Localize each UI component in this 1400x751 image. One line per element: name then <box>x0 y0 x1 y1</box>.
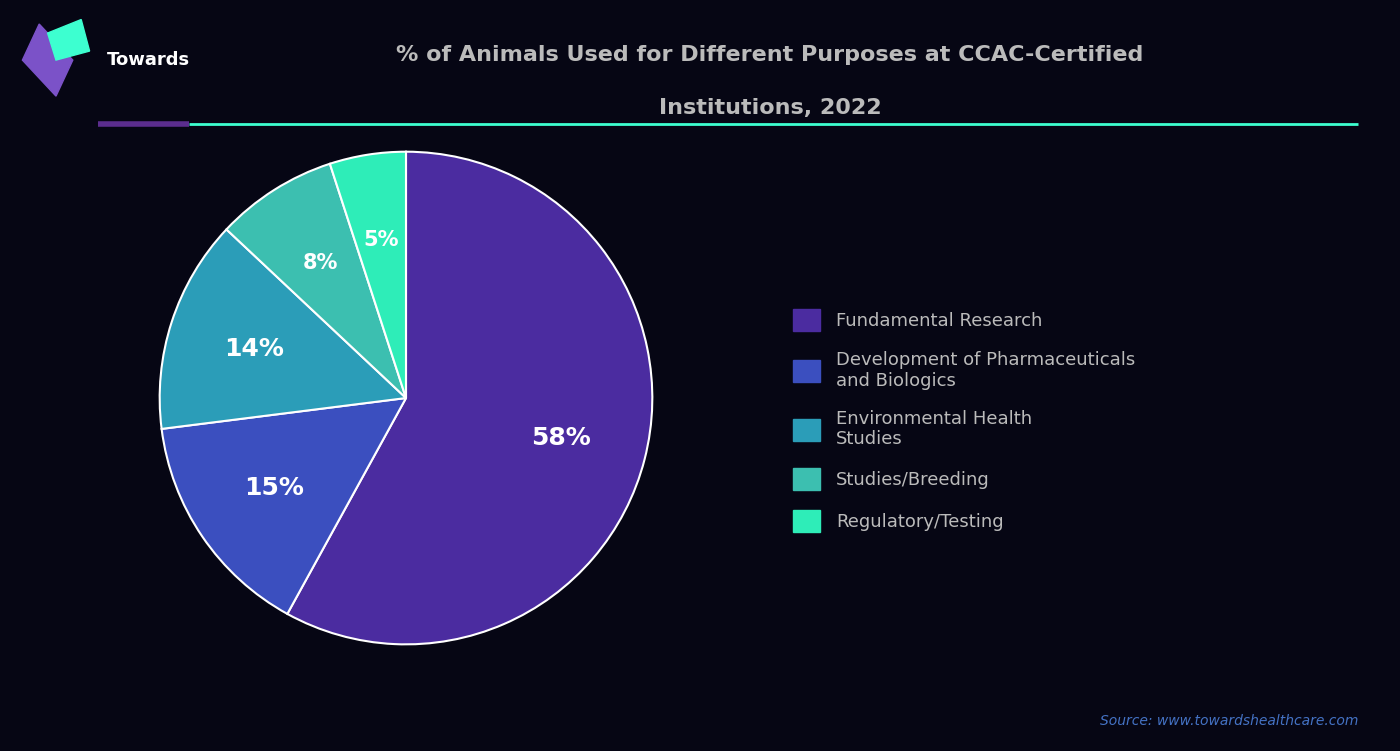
Text: Institutions, 2022: Institutions, 2022 <box>658 98 882 118</box>
Wedge shape <box>227 164 406 398</box>
Text: Towards: Towards <box>106 51 189 69</box>
Wedge shape <box>330 152 406 398</box>
Wedge shape <box>287 152 652 644</box>
Legend: Fundamental Research, Development of Pharmaceuticals
and Biologics, Environmenta: Fundamental Research, Development of Pha… <box>792 309 1135 532</box>
Text: 14%: 14% <box>224 336 284 360</box>
Polygon shape <box>22 24 73 96</box>
Text: % of Animals Used for Different Purposes at CCAC-Certified: % of Animals Used for Different Purposes… <box>396 45 1144 65</box>
Polygon shape <box>48 20 90 60</box>
Text: 8%: 8% <box>302 253 337 273</box>
Text: 58%: 58% <box>531 426 591 450</box>
Text: 15%: 15% <box>244 476 304 500</box>
Text: 5%: 5% <box>363 230 399 250</box>
Text: Source: www.towardshealthcare.com: Source: www.towardshealthcare.com <box>1099 714 1358 728</box>
Wedge shape <box>160 229 406 429</box>
Wedge shape <box>161 398 406 614</box>
